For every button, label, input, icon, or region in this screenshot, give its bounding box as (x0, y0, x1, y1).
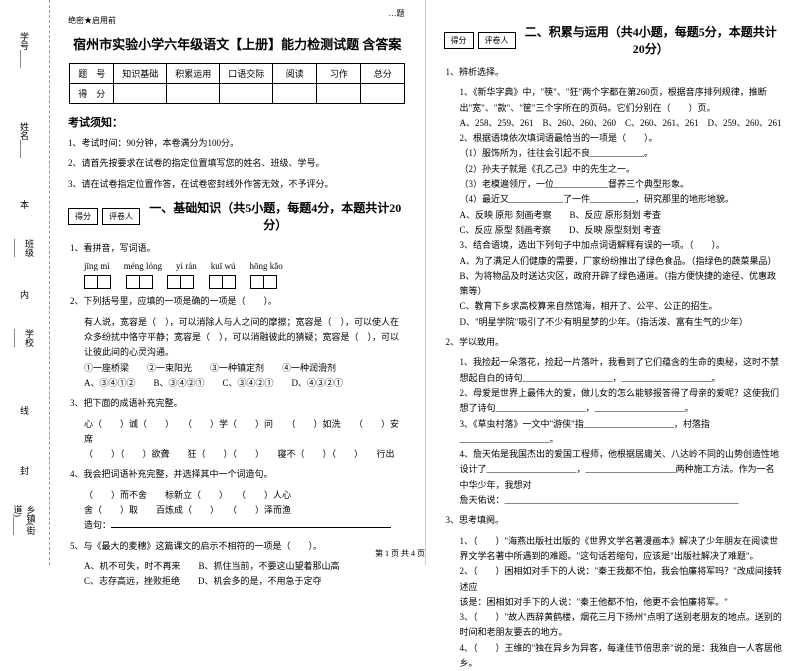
s2q1-3b: B、为将物品及时送达灾区，政府开辟了绿色通道。（指方便快捷的途径、优惠政策等） (460, 269, 783, 300)
s2q1-3: 3、结合语境，选出下列句子中加点词语解释有误的一项。（ ）。 (460, 238, 783, 253)
s2q3-3: 3、（ ）"故人西辞黄鹤楼，烟花三月下扬州"点明了送别老朋友的地点。送别的时间和… (460, 610, 783, 641)
notice-title: 考试须知： (68, 114, 407, 130)
s2q2-3: 3、《草虫村落》一文中"游侠"指____________________，村落指… (460, 417, 783, 448)
page-footer: 第 1 页 共 4 页 (0, 548, 800, 559)
score-pingjuan: 评卷人 (102, 208, 140, 225)
s2q1-2d: （4）最近又____________了一件__________，研究那里的地形地… (460, 192, 783, 207)
q2-body: 有人说，宽容是（ ），可以消除人与人之间的摩擦；宽容是（ ），可以使人在众多纷扰… (84, 315, 407, 361)
right-column: 得分 评卷人 二、积累与运用（共4小题，每题5分，本题共计20分） 1、辨析选择… (426, 0, 800, 565)
s2q1-2a: （1）服饰所为，往往会引起不良____________。 (460, 146, 783, 161)
s2q2-2: 2、母爱是世界上最伟大的爱，做儿女的怎么能够报答得了母亲的爱呢？这使我们想了诗句… (460, 386, 783, 417)
s2q1-3a: A、为了满足人们健康的需要，厂家纷纷推出了绿色食品。（指绿色的蔬菜果品） (460, 254, 783, 269)
label-nei: 内 (18, 290, 31, 299)
s2q1-2c: （3）老模遍领厅，一位____________督养三个典型形象。 (460, 177, 783, 192)
th-3: 口语交际 (220, 64, 273, 84)
label-xuehao: 学号____ (18, 32, 31, 68)
label-xian: 线 (18, 406, 31, 415)
th-2: 积累运用 (167, 64, 220, 84)
secret-label: 绝密★启用前 (68, 15, 407, 26)
section1-header: 得分 评卷人 一、基础知识（共5小题，每题4分，本题共计20分） (68, 199, 407, 233)
label-xiangzhen: 乡镇(街道)____ (12, 505, 38, 535)
char-boxes (84, 275, 407, 289)
s2q2: 2、学以致用。 (446, 335, 783, 350)
score-pingjuan2: 评卷人 (478, 32, 516, 49)
notice-1: 1、考试时间：90分钟，本卷满分为100分。 (68, 136, 407, 150)
s2q1-2b: （2）孙夫子就是《孔乙己》中的先生之一。 (460, 162, 783, 177)
s2q3-2b: 该是：困相如对手下的人说："秦王他都不怕，他更不会怕廉将军。" (460, 595, 783, 610)
label-xingming: 姓名____ (18, 122, 31, 158)
th-6: 总分 (361, 64, 405, 84)
section2-title: 二、积累与运用（共4小题，每题5分，本题共计20分） (520, 23, 783, 57)
left-column: …题 绝密★启用前 宿州市实验小学六年级语文【上册】能力检测试题 含答案 题 号… (50, 0, 426, 565)
s2q1-1: 1、《新华字典》中，"筷"、"狂"两个字都在第260页，根据音序排列规律，推断出… (460, 85, 783, 116)
q4c: 造句： (84, 518, 407, 533)
section1-title: 一、基础知识（共5小题，每题4分，本题共计20分） (144, 199, 407, 233)
th-5: 习作 (317, 64, 361, 84)
s2q1-3c: C、教育下乡求高校算来自然馆海，相开了、公平、公正的招生。 (460, 299, 783, 314)
q2-opt2: A、③④①② B、③④②① C、③④②① D、④③②① (84, 376, 407, 391)
q1: 1、看拼音，写词语。 (70, 241, 407, 256)
q2: 2、下列括号里，应填的一项是确的一项是（ ）。 (70, 294, 407, 309)
th-4: 阅读 (273, 64, 317, 84)
score-defen: 得分 (68, 208, 98, 225)
q3: 3、把下面的成语补充完整。 (70, 396, 407, 411)
q4a: （ ）而不舍 标新立（ ） （ ）人心 (84, 488, 407, 503)
q5c: C、志存高远，挫败拒绝 D、机会多的是，不用急于定夺 (84, 574, 407, 589)
th-1: 知识基础 (114, 64, 167, 84)
q2-opt1: ①一座桥梁 ②一束阳光 ③一种镇定剂 ④一种润滑剂 (84, 361, 407, 376)
s2q2-4: 4、詹天佑是我国杰出的爱国工程师，他根据居庸关、八达岭不同的山势创造性地设计了_… (460, 447, 783, 493)
q5a: A、机不可失，时不再来 B、抓住当前，不要这山望着那山高 (84, 559, 407, 574)
th-0: 题 号 (70, 64, 114, 84)
s2q1-1opts: A、258、259、261 B、260、260、260 C、260、261、26… (460, 116, 783, 131)
notice-3: 3、请在试卷指定位置作答，在试卷密封线外作答无效，不予评分。 (68, 177, 407, 191)
exam-title: 宿州市实验小学六年级语文【上册】能力检测试题 含答案 (68, 34, 407, 53)
label-xuexiao: 学校____ (13, 329, 36, 350)
binding-margin: 学号____ 姓名____ 本班级____ 内学校____ 线 封乡镇(街道)_… (0, 0, 50, 565)
td-0: 得 分 (70, 84, 114, 104)
s2q1-3d: D、"明星学院"吸引了不少有明星梦的少年。（指活泼、富有生气的少年） (460, 315, 783, 330)
label-banji: 班级____ (13, 239, 36, 260)
s2q2-5: 詹天佑说：___________________________________… (460, 493, 783, 508)
label-ben: 本 (18, 200, 31, 209)
score-table: 题 号 知识基础 积累运用 口语交际 阅读 习作 总分 得 分 (69, 63, 405, 104)
q4: 4、我会把词语补充完整，并选择其中一个词造句。 (70, 467, 407, 482)
pinyin-row: jīng mì méng lóng yì rán kuī wú hōng kǎo (84, 261, 407, 271)
s2q1-2oa: A、反映 原形 刻画考察 B、反应 原形刻划 考查 (460, 208, 783, 223)
s2q1: 1、辨析选择。 (446, 65, 783, 80)
section2-header: 得分 评卷人 二、积累与运用（共4小题，每题5分，本题共计20分） (444, 23, 783, 57)
notice-2: 2、请首先按要求在试卷的指定位置填写您的姓名、班级、学号。 (68, 156, 407, 170)
s2q3: 3、思考填阕。 (446, 513, 783, 528)
s2q2-1: 1、我捡起一朵落花，捡起一片落叶，我看到了它们蕴含的生命的奥秘，这时不禁想起自白… (460, 355, 783, 386)
q4b: 舍（ ）取 百炼成（ ） （ ）泽而渔 (84, 503, 407, 518)
label-feng: 封 (18, 466, 31, 475)
q3b: （ ）（ ）欲聋 狂（ ）（ ） 寝不（ ）（ ） 行出 (84, 447, 407, 462)
s2q1-2: 2、根据语境依次填词语最恰当的一项是（ ）。 (460, 131, 783, 146)
top-label: …题 (389, 8, 405, 19)
s2q3-4: 4、（ ）王维的"独在异乡为异客，每逢佳节倍思亲"说的是：我独自一人客居他乡。 (460, 641, 783, 671)
s2q3-2: 2、（ ）困相如对手下的人说："秦王我都不怕，我会怕廉将军吗？"改成间接转述应 (460, 564, 783, 595)
q3a: 心（ ）诚（ ） （ ）学（ ）问 （ ）如洗 （ ）安席 (84, 417, 407, 448)
score-defen2: 得分 (444, 32, 474, 49)
s2q1-2oc: C、反应 原型 刻画考察 D、反映 原型刻划 考查 (460, 223, 783, 238)
